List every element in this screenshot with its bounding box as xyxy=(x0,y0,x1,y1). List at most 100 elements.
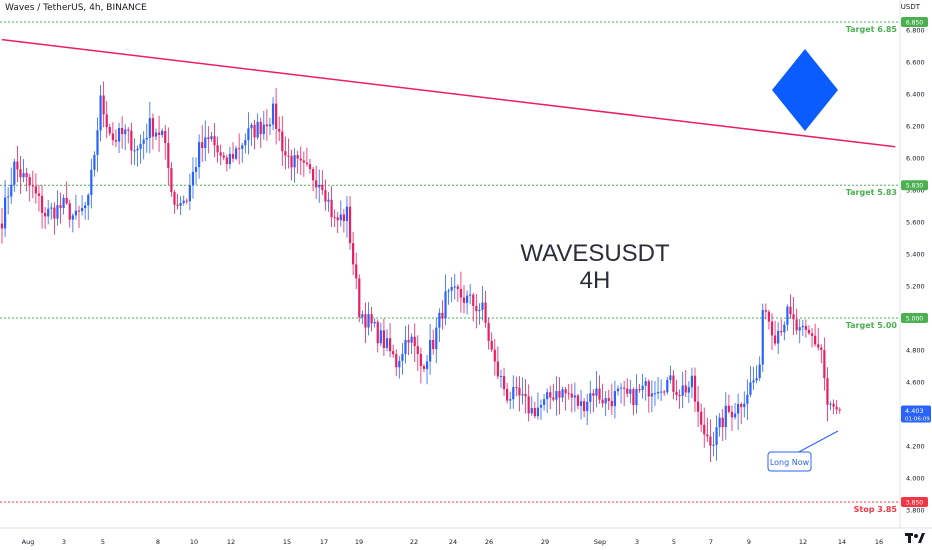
candle-body xyxy=(401,353,404,361)
candle-body xyxy=(53,207,56,219)
candle xyxy=(660,379,663,401)
candles xyxy=(0,81,841,463)
candle xyxy=(777,322,780,355)
candle xyxy=(521,377,524,405)
candle xyxy=(358,274,361,323)
candle-body xyxy=(40,195,44,213)
candle-body xyxy=(68,203,71,220)
candle xyxy=(487,317,490,350)
price-tick-label: 4.000 xyxy=(906,475,925,483)
candle-body xyxy=(241,145,244,149)
candle-body xyxy=(546,392,549,400)
candle-body xyxy=(749,382,752,395)
candle xyxy=(311,167,315,192)
tradingview-logo-icon[interactable] xyxy=(904,531,926,545)
candle-body xyxy=(789,306,792,315)
candle-body xyxy=(259,121,262,135)
price-axis[interactable]: 6.800 6.600 6.400 6.200 6.000 5.800 5.600 5.400… xyxy=(0,0,932,529)
candle xyxy=(737,393,740,431)
candle-body xyxy=(327,199,330,202)
candle xyxy=(124,124,127,151)
candle xyxy=(515,376,518,397)
candle xyxy=(743,391,746,418)
candle xyxy=(435,317,438,364)
time-tick-label: 19 xyxy=(355,538,363,546)
candle-body xyxy=(647,381,650,397)
candle-body xyxy=(308,164,312,169)
target-price-tag xyxy=(901,180,928,191)
candle xyxy=(80,195,84,216)
candle xyxy=(724,392,727,440)
candle-body xyxy=(786,306,789,325)
candle-body xyxy=(37,193,41,196)
candle-body xyxy=(610,400,613,407)
candle xyxy=(493,338,496,376)
candle-body xyxy=(435,327,438,350)
candle-body xyxy=(281,131,284,152)
candle-body xyxy=(385,338,389,348)
candle xyxy=(530,396,533,416)
candle xyxy=(730,405,734,432)
candle xyxy=(7,187,10,215)
candle xyxy=(804,319,807,338)
descending-trendline[interactable] xyxy=(1,38,896,148)
candle-body xyxy=(733,413,737,418)
candle xyxy=(740,402,743,424)
price-tick-label: 5.800 xyxy=(906,187,925,195)
decorations[interactable]: Long Now xyxy=(767,49,839,472)
time-tick-label: 5 xyxy=(101,538,105,546)
candle-body xyxy=(188,185,191,202)
candle-body xyxy=(13,161,16,185)
candle-body xyxy=(111,133,114,141)
candle xyxy=(706,417,709,442)
candle-body xyxy=(515,387,518,389)
candle-body xyxy=(465,295,469,303)
candle-body xyxy=(198,142,201,168)
long-now-callout[interactable]: Long Now xyxy=(767,430,839,472)
candle-body xyxy=(80,208,84,212)
candle-body xyxy=(558,391,561,398)
price-tick-label: 6.400 xyxy=(906,91,925,99)
candle-body xyxy=(758,364,761,379)
candle-body xyxy=(444,291,447,319)
candle-body xyxy=(382,330,386,348)
candle xyxy=(31,170,34,199)
blue-diamond-shape[interactable] xyxy=(772,49,838,131)
stop-price-tag-text: 3.850 xyxy=(906,500,923,507)
candle-body xyxy=(524,394,527,397)
candle-body xyxy=(416,346,419,354)
candle xyxy=(40,185,44,229)
candle-body xyxy=(721,417,724,428)
candle xyxy=(838,407,841,414)
candle xyxy=(327,191,330,212)
candle-body xyxy=(7,196,10,198)
candle xyxy=(96,117,99,172)
candle-body xyxy=(225,157,228,164)
candle xyxy=(638,383,641,393)
current-price-tag xyxy=(901,405,931,423)
candle-body xyxy=(130,130,133,151)
callout-pointer xyxy=(794,430,839,455)
candle-body xyxy=(613,391,617,407)
candle-body xyxy=(592,393,595,396)
candle xyxy=(154,128,158,141)
candle-body xyxy=(419,353,422,367)
candle-body xyxy=(777,330,780,344)
time-tick-label: Sep xyxy=(594,538,606,546)
candle xyxy=(542,394,546,411)
candle xyxy=(404,325,407,364)
candle xyxy=(826,367,829,422)
candle-body xyxy=(268,124,272,127)
candle-body xyxy=(567,393,570,395)
candle xyxy=(16,145,19,183)
candle-body xyxy=(838,409,841,411)
candle-body xyxy=(820,347,823,351)
candle-body xyxy=(681,385,684,396)
time-axis[interactable]: Aug 3 5 8 10 12 15 17 19 22 24 26 29 Sep 3 5 7 9 12 14 16 xyxy=(22,538,883,546)
candle xyxy=(552,383,555,402)
candle-body xyxy=(770,321,774,336)
candle xyxy=(148,102,151,154)
trendline-layer[interactable] xyxy=(1,38,896,148)
candle xyxy=(773,320,777,346)
